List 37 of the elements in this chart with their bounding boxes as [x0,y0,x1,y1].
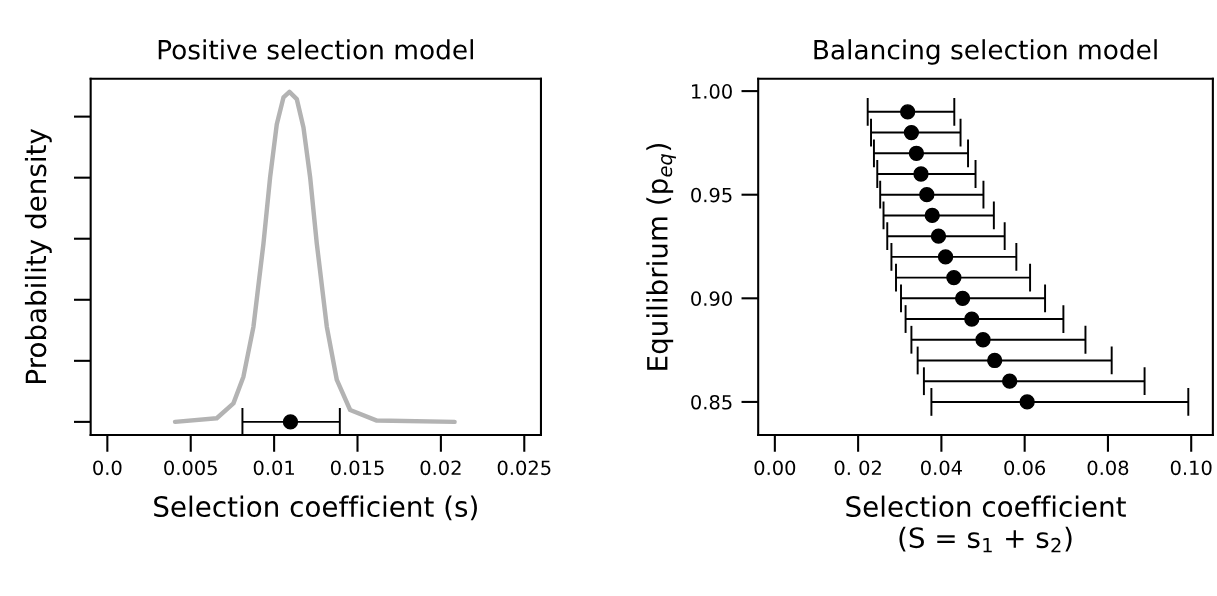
x-tick-label: 0.04 [921,460,962,476]
x-tick-label: 0.005 [164,460,217,476]
chart-title: Balancing selection model [814,39,1157,65]
x-tick-label: 0.02 [420,460,461,476]
point [913,166,929,182]
y-tick-label: 0.85 [691,394,732,410]
point [937,249,954,265]
point [900,104,916,120]
point [954,290,971,306]
y-tick-label: 0.95 [691,187,732,203]
point [946,269,962,286]
y-axis-title: Equilibrium (p$_{eq}$) [646,143,676,370]
point [930,228,947,244]
x-tick-label: 0.08 [1087,460,1129,476]
x-tick-label: 0.0 [93,460,122,476]
point [1019,394,1035,410]
x-tick-label: 0.025 [497,460,551,476]
point [987,352,1003,369]
y-tick-label: 0.90 [691,291,732,306]
point [975,332,991,348]
x-tick-label: 0.015 [330,460,384,476]
x-tick-label: 0. 02 [834,460,881,476]
y-axis-title: Probability density [24,128,52,383]
point [908,145,925,161]
chart-title: Positive selection model [158,39,473,60]
y-tick-label: 1.00 [692,84,732,99]
point [919,187,935,203]
point [924,207,940,224]
point [1002,373,1018,389]
x-tick-label: 0.06 [1004,460,1046,476]
point [964,311,980,327]
point [903,124,920,141]
x-axis-title: Selection coefficient (S = s$_{1}$ + s$_{2}$) [846,495,1126,553]
x-tick-label: 0.01 [253,460,294,476]
x-axis-title: Selection coefficient (s) [154,495,477,521]
x-tick-label: 0.10 [1170,460,1212,476]
x-tick-label: 0.00 [754,460,796,476]
